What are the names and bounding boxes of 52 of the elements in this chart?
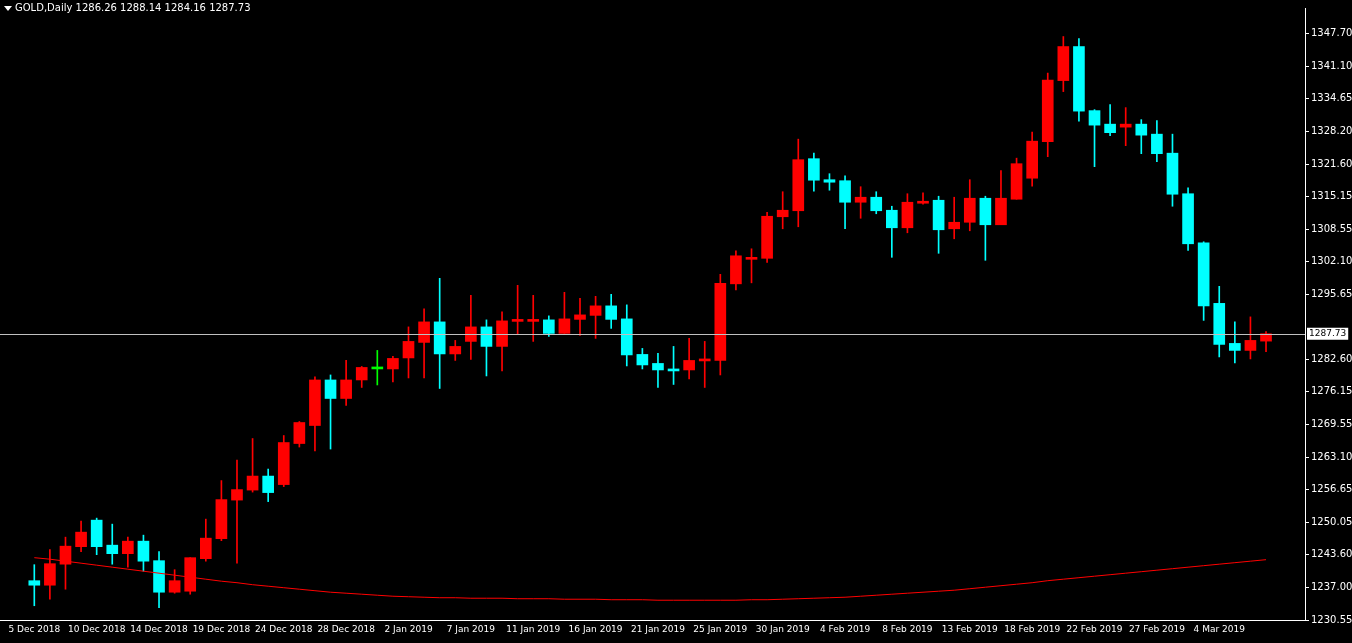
- y-tick-label: 1237.00: [1311, 581, 1352, 593]
- x-tick-label: 8 Feb 2019: [882, 623, 933, 634]
- x-tick-label: 16 Jan 2019: [568, 623, 623, 634]
- y-tick-label: 1243.60: [1311, 548, 1352, 560]
- candlestick: [776, 191, 789, 230]
- x-tick-label: 14 Dec 2018: [130, 623, 189, 634]
- y-tick-label: 1250.05: [1311, 515, 1352, 527]
- candlestick: [917, 192, 929, 205]
- candlestick: [652, 353, 664, 388]
- y-tick-label: 1256.65: [1311, 482, 1352, 494]
- x-tick-label: 19 Dec 2018: [192, 623, 251, 634]
- y-tick-label: 1282.60: [1311, 353, 1352, 365]
- x-tick-label: 25 Jan 2019: [693, 623, 748, 634]
- x-tick-label: 4 Mar 2019: [1193, 623, 1246, 634]
- y-tick-label: 1328.20: [1311, 124, 1352, 136]
- x-tick-label: 13 Feb 2019: [941, 623, 999, 634]
- y-tick-label: 1230.55: [1311, 613, 1352, 625]
- x-tick-label: 30 Jan 2019: [755, 623, 810, 634]
- y-tick-label: 1347.70: [1311, 27, 1352, 39]
- ref-line-label: 1287.73: [1309, 328, 1347, 339]
- chart-title: GOLD,Daily 1286.26 1288.14 1284.16 1287.73: [15, 1, 251, 13]
- candlestick: [465, 295, 477, 360]
- y-tick-label: 1269.55: [1311, 418, 1352, 430]
- candlestick: [683, 338, 695, 380]
- y-tick-label: 1295.65: [1311, 287, 1352, 299]
- candlestick: [527, 295, 540, 342]
- x-tick-label: 2 Jan 2019: [384, 623, 433, 634]
- x-tick-label: 5 Dec 2018: [8, 623, 61, 634]
- y-tick-label: 1308.55: [1311, 223, 1352, 235]
- x-tick-label: 21 Jan 2019: [630, 623, 686, 634]
- candlestick: [28, 564, 41, 607]
- candlestick: [231, 459, 243, 564]
- candlestick: [1229, 321, 1241, 364]
- x-tick-label: 10 Dec 2018: [67, 623, 126, 634]
- candlestick: [574, 298, 586, 336]
- y-tick-label: 1321.60: [1311, 157, 1352, 169]
- x-tick-label: 7 Jan 2019: [446, 623, 496, 634]
- x-tick-label: 11 Jan 2019: [506, 623, 561, 634]
- y-tick-label: 1263.10: [1311, 450, 1352, 462]
- candlestick: [948, 196, 961, 240]
- x-tick-label: 22 Feb 2019: [1066, 623, 1123, 634]
- y-tick-label: 1302.10: [1311, 255, 1352, 267]
- x-tick-label: 24 Dec 2018: [255, 623, 313, 634]
- y-tick-label: 1341.10: [1311, 60, 1352, 72]
- y-tick-label: 1315.15: [1311, 190, 1352, 202]
- x-tick-label: 4 Feb 2019: [819, 623, 871, 634]
- x-tick-label: 27 Feb 2019: [1128, 623, 1186, 634]
- y-tick-label: 1276.15: [1311, 385, 1352, 397]
- candlestick: [106, 523, 119, 565]
- x-tick-label: 28 Dec 2018: [317, 623, 376, 634]
- x-tick-label: 18 Feb 2019: [1004, 623, 1061, 634]
- y-tick-label: 1334.65: [1311, 92, 1352, 104]
